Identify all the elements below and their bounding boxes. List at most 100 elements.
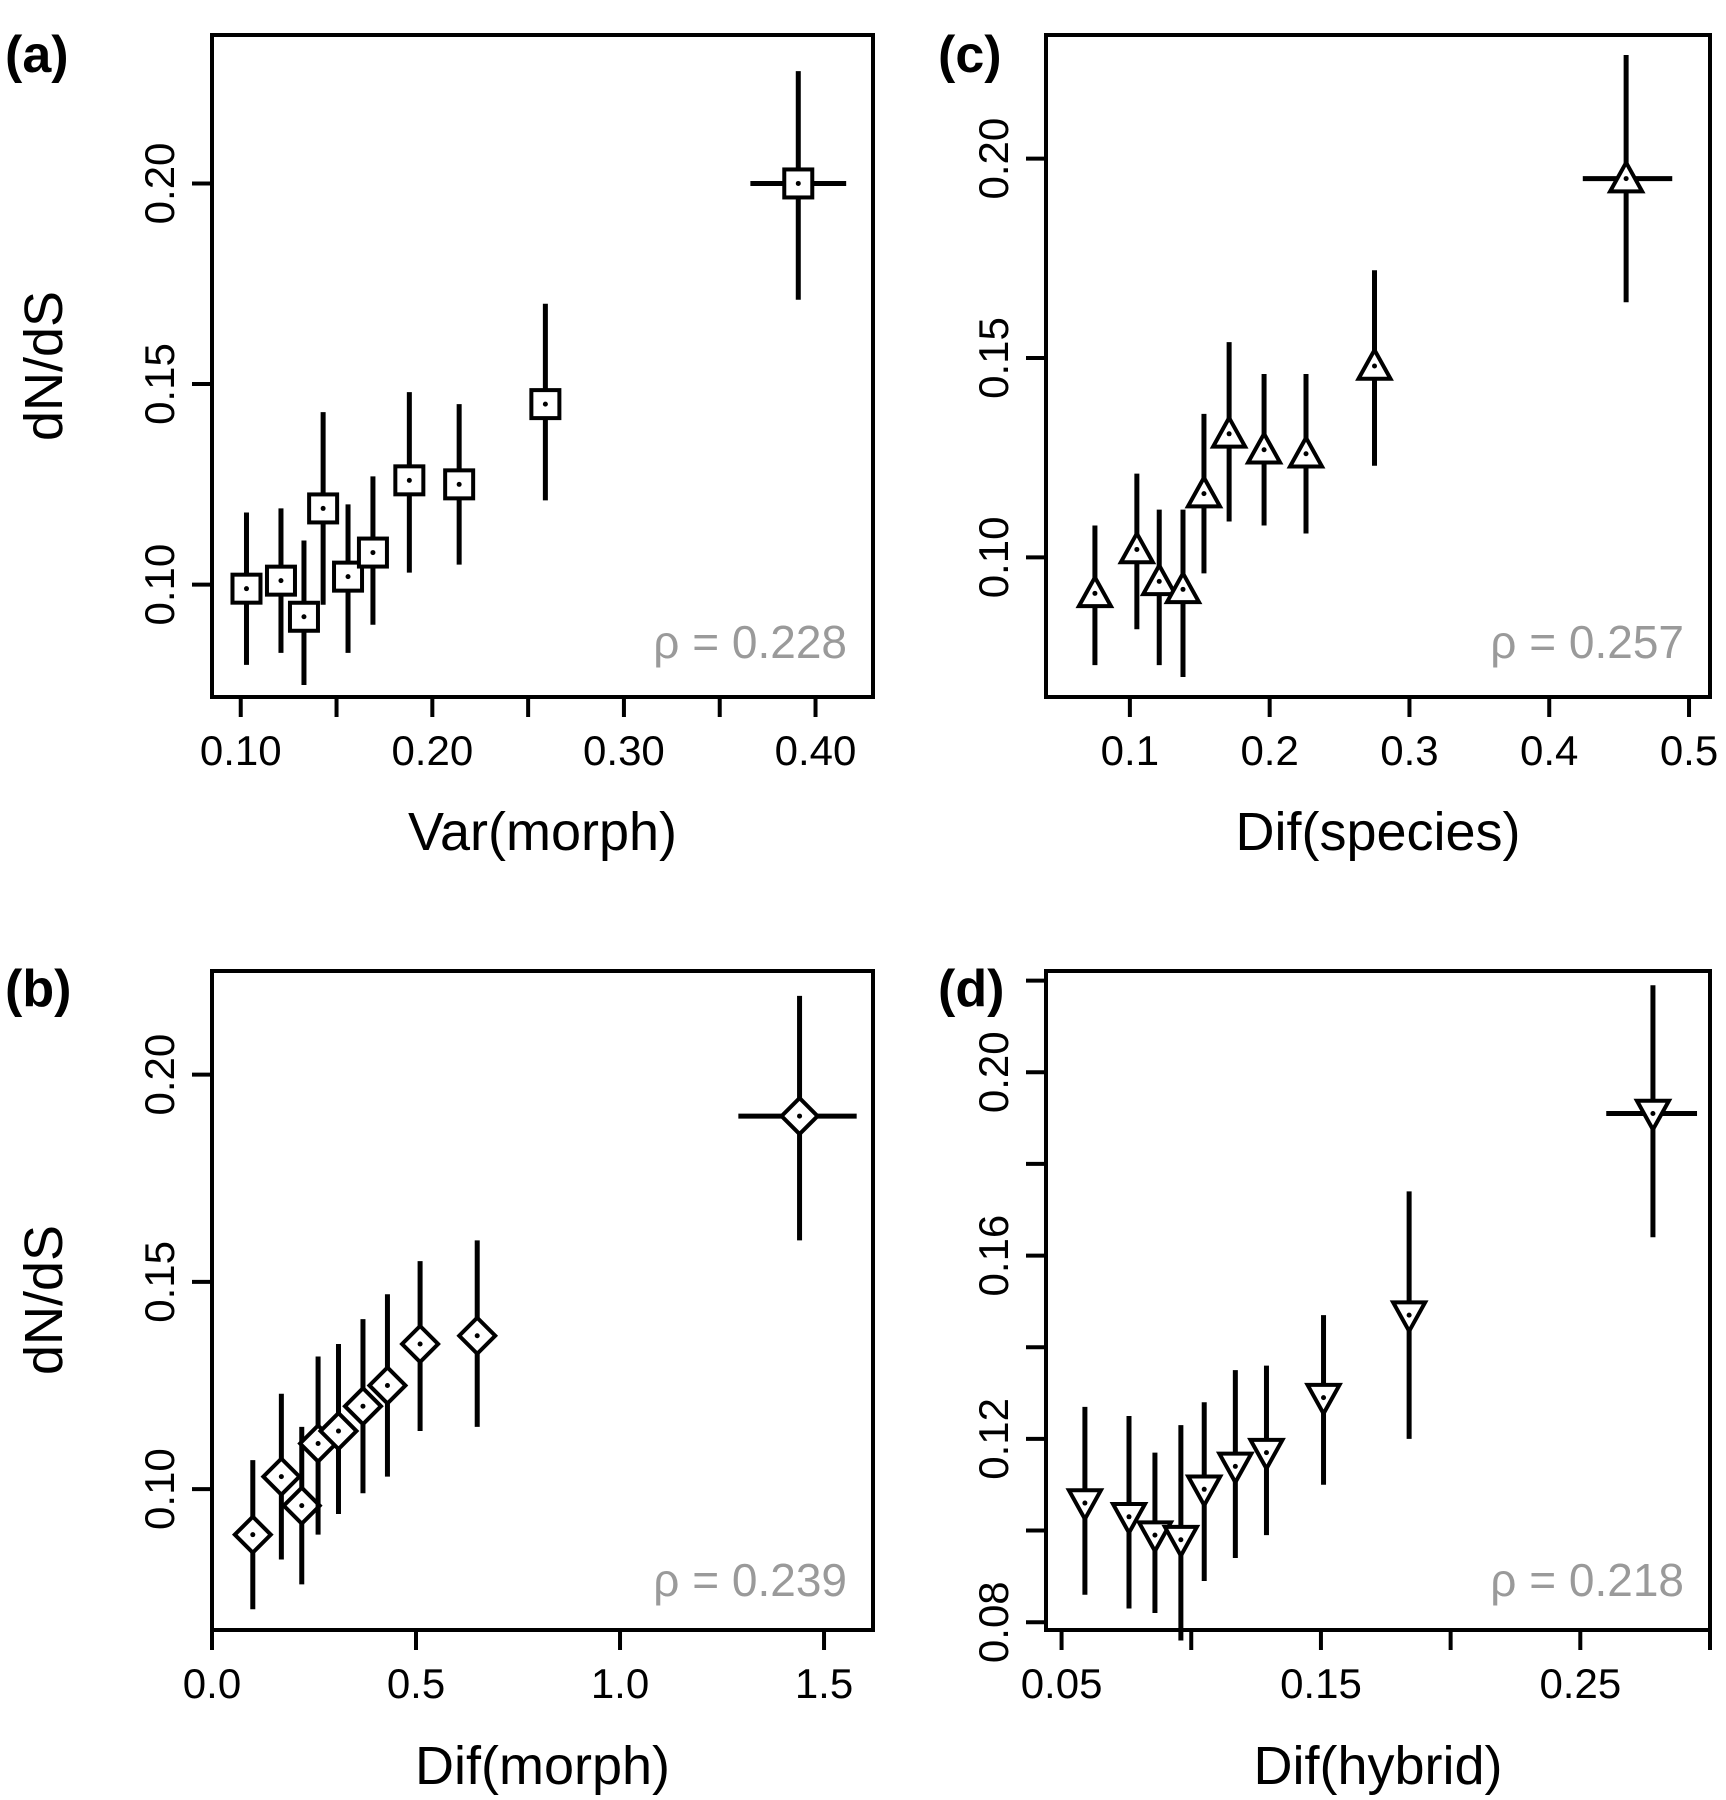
point-d-8-marker-center [1406,1312,1412,1318]
y-tick-label-a-0: 0.10 [136,544,183,626]
point-a-8-marker-center [542,401,548,407]
point-a-1-marker-center [278,578,284,584]
point-d-9-marker-center [1650,1111,1656,1117]
point-b-5-marker-center [360,1403,366,1409]
point-b-7 [399,1261,441,1432]
point-d-2-marker-center [1152,1532,1158,1538]
point-b-9-marker-center [797,1113,803,1119]
point-a-6 [393,392,426,573]
x-axis-label-c: Dif(species) [1235,802,1520,862]
x-tick-label-a-2: 0.30 [583,727,665,774]
x-tick-label-a-0: 0.10 [200,727,282,774]
plot-frame-a [210,33,875,699]
point-c-3 [1163,509,1203,678]
point-a-9-marker-center [795,180,801,186]
point-b-8-marker-center [474,1333,480,1339]
y-tick-label-c-2: 0.20 [970,118,1017,200]
point-c-2 [1139,509,1179,666]
point-d-8 [1389,1191,1429,1439]
y-tick-label-d-2: 0.16 [970,1215,1017,1297]
point-d-7-marker-center [1321,1395,1327,1401]
point-d-4 [1184,1402,1224,1581]
point-a-2-marker-center [301,614,307,620]
point-a-9 [750,71,847,300]
plot-frame-c [1044,33,1712,699]
point-d-9 [1606,985,1698,1238]
x-tick-label-c-3: 0.4 [1520,727,1578,774]
point-a-3-marker-center [320,505,326,511]
point-c-9-marker-center [1623,176,1629,182]
point-a-5-marker-center [370,550,376,556]
y-tick-label-d-0: 0.08 [970,1581,1017,1663]
point-c-4 [1184,413,1224,574]
y-tick-label-c-0: 0.10 [970,517,1017,599]
panel-label-c: (c) [938,26,1002,84]
point-b-1-marker-center [278,1474,284,1480]
point-b-3-marker-center [315,1440,321,1446]
point-b-0 [231,1460,274,1610]
point-a-8-marker-square [529,388,562,421]
point-b-0-marker-center [250,1532,256,1538]
point-a-6-marker-center [406,477,412,483]
point-c-6 [1244,373,1284,526]
point-b-8 [456,1240,499,1427]
x-tick-label-b-0: 0.0 [183,1660,241,1707]
point-b-6-marker-center [384,1382,390,1388]
rho-annotation-c: ρ = 0.257 [1490,616,1684,668]
point-d-1-marker-center [1126,1514,1132,1520]
point-d-3 [1161,1425,1201,1641]
point-a-0 [230,512,263,665]
point-a-7 [443,404,476,565]
point-c-3-marker-center [1180,586,1186,592]
x-tick-label-a-1: 0.20 [391,727,473,774]
y-tick-label-a-2: 0.20 [136,143,183,225]
point-c-5-marker-center [1226,431,1232,437]
point-b-2 [280,1426,323,1585]
x-tick-label-b-1: 0.5 [387,1660,445,1707]
point-c-7 [1286,373,1326,534]
point-d-6-marker-center [1263,1450,1269,1456]
point-a-7-marker-square [443,468,476,501]
rho-annotation-d: ρ = 0.218 [1490,1554,1684,1606]
point-a-4 [332,504,365,653]
x-tick-label-c-1: 0.2 [1240,727,1298,774]
y-tick-label-b-2: 0.20 [136,1034,183,1116]
panel-a: (a) 0.10 0.20 0.30 0.40 0.10 0.15 0.20 Var(morph… [5,26,875,862]
point-d-2 [1135,1452,1175,1614]
point-d-6 [1247,1365,1286,1536]
panel-b: (b) 0.0 0.5 1.0 1.5 0.10 0.15 0.20 Dif(morph) dN/… [5,960,875,1796]
x-tick-label-c-2: 0.3 [1380,727,1438,774]
point-b-4 [317,1344,360,1514]
point-a-7-marker-center [456,481,462,487]
point-d-0-marker-center [1082,1500,1088,1506]
point-c-8 [1355,270,1394,466]
point-a-2 [287,540,320,685]
point-d-0 [1065,1406,1105,1595]
x-axis-label-b: Dif(morph) [415,1736,670,1796]
point-d-4-marker-center [1201,1486,1207,1492]
x-axis-label-d: Dif(hybrid) [1253,1736,1502,1796]
point-c-9 [1582,54,1673,303]
x-tick-label-c-0: 0.1 [1101,727,1159,774]
y-tick-label-a-1: 0.15 [136,343,183,425]
panel-label-b: (b) [5,960,71,1018]
point-c-4-marker-center [1201,491,1207,497]
point-a-1 [264,508,297,653]
y-tick-label-b-0: 0.10 [136,1448,183,1530]
rho-annotation-a: ρ = 0.228 [653,616,847,668]
plot-frame-d [1044,969,1712,1632]
point-b-1 [260,1393,303,1560]
point-c-7-marker-center [1303,451,1309,457]
panel-c: (c) 0.1 0.2 0.3 0.4 0.5 0.10 0.15 0.20 Dif(specie… [938,26,1718,862]
point-c-2-marker-center [1156,578,1162,584]
point-c-1-marker-center [1134,546,1140,552]
point-d-7 [1304,1315,1343,1485]
point-b-2-marker-center [299,1503,305,1509]
point-a-4-marker-center [345,574,351,580]
point-c-0 [1075,525,1115,666]
panel-label-a: (a) [5,26,69,84]
x-tick-label-c-4: 0.5 [1660,727,1718,774]
point-c-1 [1117,473,1157,630]
point-b-9 [738,995,857,1241]
x-tick-label-a-3: 0.40 [775,727,857,774]
